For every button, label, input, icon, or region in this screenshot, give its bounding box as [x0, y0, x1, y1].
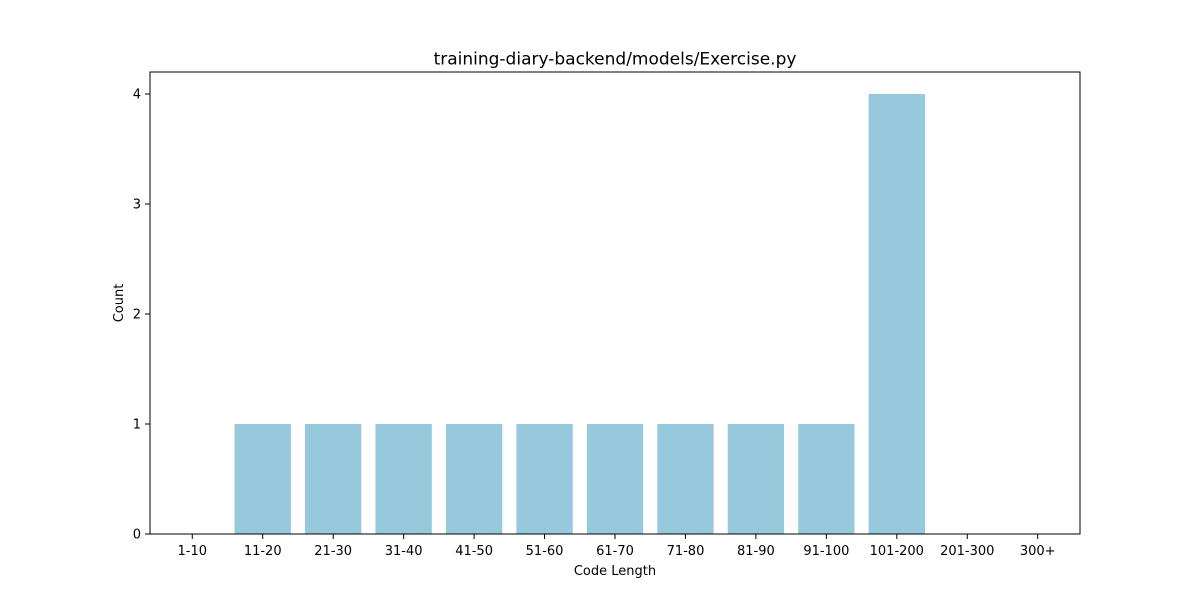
x-tick-label: 201-300	[940, 544, 994, 559]
x-tick-label: 101-200	[870, 544, 924, 559]
bar-81-90	[727, 424, 785, 534]
x-tick-label: 300+	[1020, 544, 1056, 559]
y-tick-label: 4	[133, 88, 141, 103]
bar-41-50	[445, 424, 503, 534]
y-tick-label: 2	[133, 308, 141, 323]
y-tick-label: 3	[133, 198, 141, 213]
bar-51-60	[516, 424, 573, 534]
bar-21-30	[305, 424, 362, 534]
bar-91-100	[798, 424, 855, 534]
x-tick-label: 21-30	[314, 544, 352, 559]
y-axis-ticks: 0 1 2 3 4	[133, 88, 150, 543]
x-tick-label: 41-50	[455, 544, 493, 559]
x-tick-label: 81-90	[737, 544, 775, 559]
x-axis-ticks: 1-10 11-20 21-30 31-40 41-50 51-60 61-70 71-80 8…	[178, 534, 1056, 559]
y-tick-label: 0	[133, 528, 141, 543]
bar-11-20	[234, 424, 291, 534]
x-axis-label: Code Length	[574, 564, 656, 579]
bars-group	[234, 94, 925, 534]
bar-101-200	[868, 94, 925, 534]
x-tick-label: 31-40	[385, 544, 423, 559]
x-tick-label: 61-70	[596, 544, 634, 559]
x-tick-label: 1-10	[178, 544, 208, 559]
x-tick-label: 91-100	[803, 544, 849, 559]
x-tick-label: 71-80	[667, 544, 705, 559]
x-tick-label: 11-20	[244, 544, 282, 559]
y-tick-label: 1	[133, 418, 141, 433]
x-tick-label: 51-60	[526, 544, 564, 559]
bar-61-70	[586, 424, 644, 534]
bar-71-80	[657, 424, 714, 534]
y-axis-label: Count	[112, 284, 127, 323]
chart-title: training-diary-backend/models/Exercise.p…	[434, 50, 797, 70]
bar-31-40	[375, 424, 432, 534]
